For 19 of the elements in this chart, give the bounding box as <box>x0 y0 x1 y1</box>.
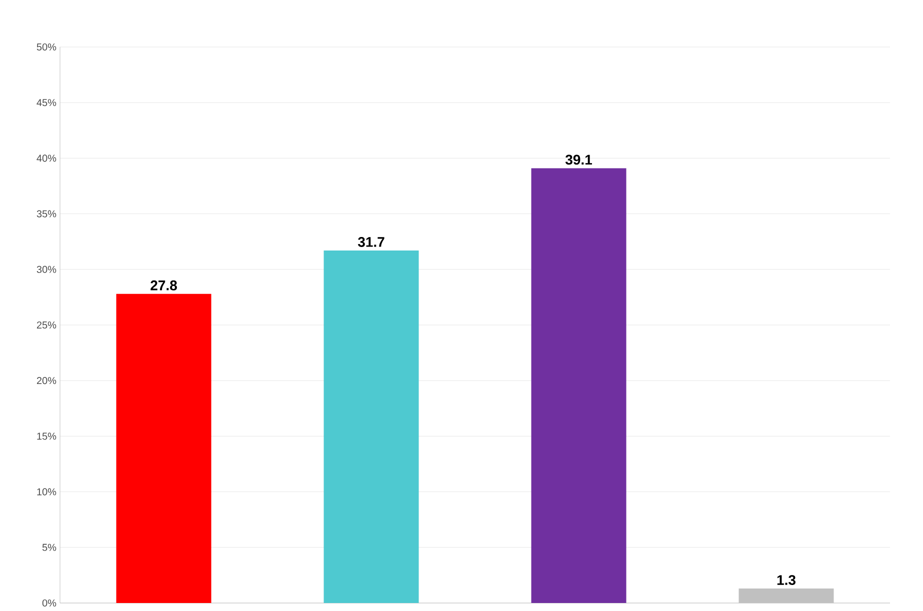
data-label: 27.8 <box>150 280 177 290</box>
y-tick-label: 35% <box>36 210 56 218</box>
data-label: 31.7 <box>358 237 384 247</box>
y-tick-label: 10% <box>37 488 56 496</box>
y-tick-label: 15% <box>37 432 56 440</box>
bar <box>738 588 834 603</box>
bar <box>116 294 212 603</box>
data-label: 1.3 <box>777 575 796 586</box>
y-tick-label: 25% <box>36 321 56 329</box>
y-tick-label: 50% <box>36 43 56 51</box>
y-tick-label: 5% <box>42 544 56 551</box>
bar <box>531 168 626 603</box>
y-tick-label: 45% <box>36 99 56 106</box>
data-label: 39.1 <box>565 154 592 165</box>
y-tick-label: 30% <box>36 266 56 273</box>
y-tick-label: 20% <box>36 377 56 384</box>
y-tick-label: 40% <box>36 154 56 162</box>
y-tick-label: 0% <box>42 599 56 607</box>
bar <box>324 250 419 603</box>
